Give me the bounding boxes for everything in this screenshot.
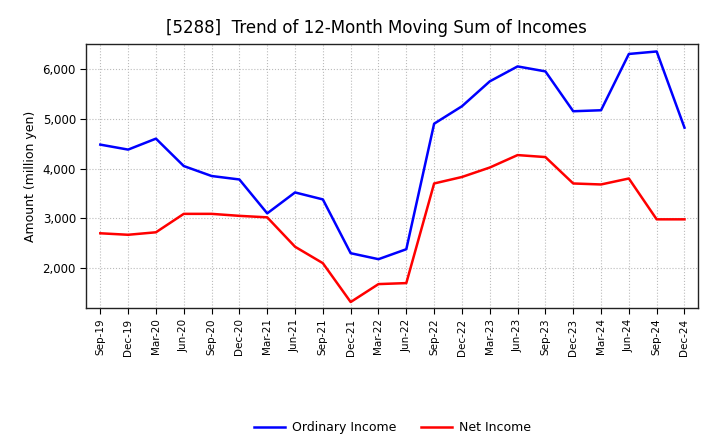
Ordinary Income	[541, 69, 550, 74]
Net Income	[569, 181, 577, 186]
Ordinary Income	[124, 147, 132, 152]
Net Income	[291, 244, 300, 249]
Ordinary Income	[235, 177, 243, 182]
Net Income	[430, 181, 438, 186]
Net Income	[374, 282, 383, 287]
Ordinary Income	[346, 250, 355, 256]
Ordinary Income	[513, 64, 522, 69]
Ordinary Income	[263, 211, 271, 216]
Net Income	[680, 216, 689, 222]
Ordinary Income	[569, 109, 577, 114]
Net Income	[235, 213, 243, 219]
Ordinary Income	[207, 173, 216, 179]
Ordinary Income	[458, 104, 467, 109]
Ordinary Income	[430, 121, 438, 126]
Net Income	[624, 176, 633, 181]
Ordinary Income	[374, 257, 383, 262]
Ordinary Income	[624, 51, 633, 57]
Net Income	[485, 165, 494, 170]
Net Income	[263, 215, 271, 220]
Net Income	[652, 216, 661, 222]
Ordinary Income	[152, 136, 161, 141]
Ordinary Income	[485, 79, 494, 84]
Y-axis label: Amount (million yen): Amount (million yen)	[24, 110, 37, 242]
Line: Ordinary Income: Ordinary Income	[100, 51, 685, 259]
Ordinary Income	[318, 197, 327, 202]
Net Income	[207, 211, 216, 216]
Net Income	[458, 174, 467, 180]
Ordinary Income	[179, 163, 188, 169]
Net Income	[402, 280, 410, 286]
Net Income	[96, 231, 104, 236]
Ordinary Income	[680, 125, 689, 130]
Net Income	[541, 154, 550, 160]
Ordinary Income	[597, 108, 606, 113]
Net Income	[513, 152, 522, 158]
Legend: Ordinary Income, Net Income: Ordinary Income, Net Income	[249, 416, 536, 439]
Net Income	[179, 211, 188, 216]
Ordinary Income	[402, 246, 410, 252]
Ordinary Income	[291, 190, 300, 195]
Net Income	[124, 232, 132, 238]
Line: Net Income: Net Income	[100, 155, 685, 302]
Text: [5288]  Trend of 12-Month Moving Sum of Incomes: [5288] Trend of 12-Month Moving Sum of I…	[166, 19, 587, 37]
Net Income	[152, 230, 161, 235]
Ordinary Income	[652, 49, 661, 54]
Net Income	[346, 299, 355, 304]
Net Income	[597, 182, 606, 187]
Ordinary Income	[96, 142, 104, 147]
Net Income	[318, 260, 327, 266]
